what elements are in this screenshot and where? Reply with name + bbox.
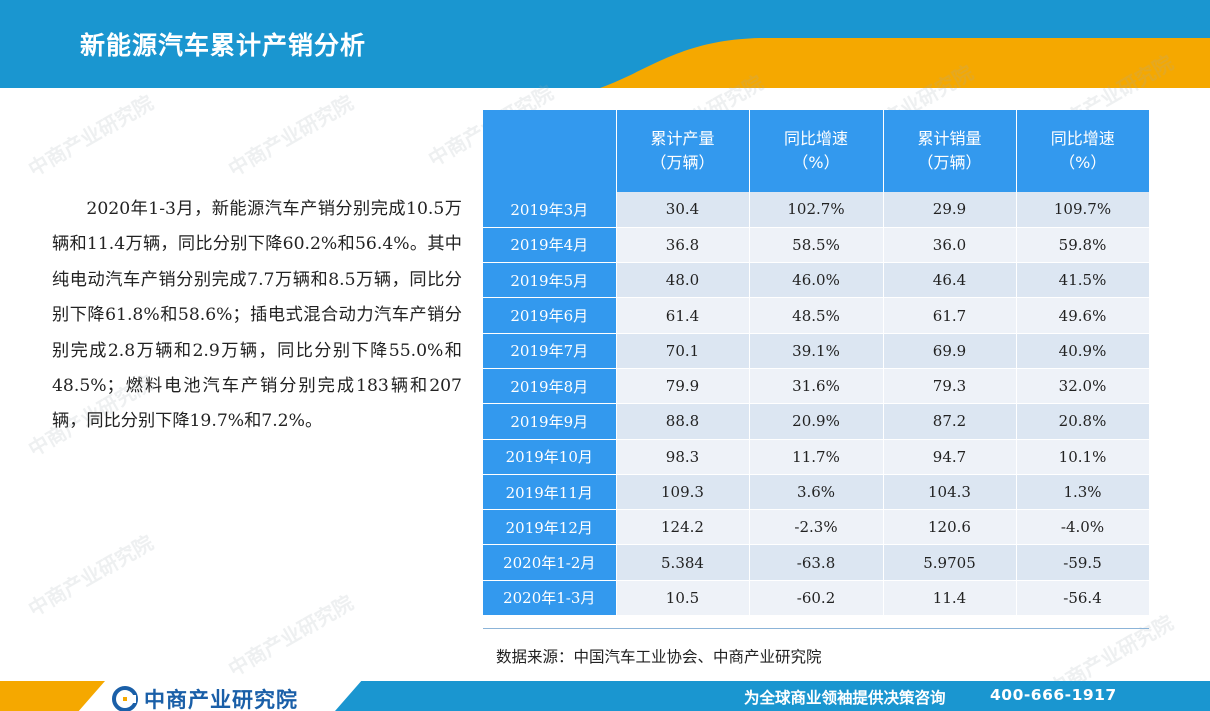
table-cell: 5.9705 [883,544,1017,581]
table-cell: -2.3% [749,509,884,546]
table-row: 2020年1-2月 5.384 -63.8 5.9705 -59.5 [483,544,1150,581]
table-cell: 30.4 [616,192,750,228]
table-cell: 29.9 [883,192,1017,228]
table-cell: 102.7% [749,192,884,228]
row-label: 2019年4月 [483,227,617,264]
table-cell: -56.4 [1016,580,1150,617]
table-header-cell: 同比增速 （%） [749,110,884,192]
table-cell: 87.2 [883,403,1017,440]
table-cell: -60.2 [749,580,884,617]
table-cell: 79.9 [616,368,750,405]
row-label: 2019年8月 [483,368,617,405]
table-cell: 10.1% [1016,439,1150,475]
table-header-cell: 累计销量 （万辆） [883,110,1017,192]
row-label: 2019年7月 [483,333,617,369]
table-cell: 5.384 [616,544,750,581]
table-cell: 3.6% [749,474,884,511]
table-cell: 46.0% [749,262,884,299]
table-row: 2019年9月 88.8 20.9% 87.2 20.8% [483,403,1150,440]
table-cell: 120.6 [883,509,1017,546]
footer-logo: 中商产业研究院 [112,684,298,711]
table-cell: -59.5 [1016,544,1150,581]
table-cell: 40.9% [1016,333,1150,369]
table-cell: 104.3 [883,474,1017,511]
table-row: 2019年7月 70.1 39.1% 69.9 40.9% [483,333,1150,369]
table-cell: 59.8% [1016,227,1150,264]
table-row: 2019年10月 98.3 11.7% 94.7 10.1% [483,439,1150,475]
table-cell: 88.8 [616,403,750,440]
data-source: 数据来源：中国汽车工业协会、中商产业研究院 [496,648,822,666]
table-header-corner [483,110,617,192]
row-label: 2019年12月 [483,509,617,546]
footer-phone: 400-666-1917 [990,686,1117,704]
footer-orange-tab [0,681,105,711]
table-row: 2019年3月 30.4 102.7% 29.9 109.7% [483,192,1150,228]
table-cell: 124.2 [616,509,750,546]
table-cell: 70.1 [616,333,750,369]
row-label: 2019年11月 [483,474,617,511]
watermark: 中商产业研究院 [24,530,158,622]
footer-blue-band [335,681,1210,711]
table-cell: 20.9% [749,403,884,440]
table-row: 2019年8月 79.9 31.6% 79.3 32.0% [483,368,1150,405]
table-cell: 31.6% [749,368,884,405]
table-cell: 109.7% [1016,192,1150,228]
table-cell: 20.8% [1016,403,1150,440]
table-cell: 48.0 [616,262,750,299]
table-cell: 49.6% [1016,297,1150,334]
page-title: 新能源汽车累计产销分析 [80,31,367,60]
table-header-cell: 累计产量 （万辆） [616,110,750,192]
table-cell: 69.9 [883,333,1017,369]
row-label: 2020年1-3月 [483,580,617,617]
table-cell: 11.4 [883,580,1017,617]
table-cell: 41.5% [1016,262,1150,299]
footer-bar: 中商产业研究院 为全球商业领袖提供决策咨询 400-666-1917 [0,681,1210,711]
watermark: 中商产业研究院 [24,90,158,182]
table-row: 2019年11月 109.3 3.6% 104.3 1.3% [483,474,1150,511]
table-cell: 109.3 [616,474,750,511]
header-banner: 新能源汽车累计产销分析 [0,0,1210,88]
table-cell: 32.0% [1016,368,1150,405]
table-cell: 58.5% [749,227,884,264]
table-cell: 39.1% [749,333,884,369]
table-cell: 46.4 [883,262,1017,299]
table-row: 2019年6月 61.4 48.5% 61.7 49.6% [483,297,1150,334]
row-label: 2019年6月 [483,297,617,334]
row-label: 2019年5月 [483,262,617,299]
watermark: 中商产业研究院 [224,590,358,682]
table-cell: 61.4 [616,297,750,334]
footer-logo-text: 中商产业研究院 [144,688,298,711]
table-cell: 36.0 [883,227,1017,264]
watermark: 中商产业研究院 [224,90,358,182]
table-row: 2019年12月 124.2 -2.3% 120.6 -4.0% [483,509,1150,546]
table-row: 2019年5月 48.0 46.0% 46.4 41.5% [483,262,1150,299]
table-cell: -63.8 [749,544,884,581]
table-cell: 98.3 [616,439,750,475]
source-divider [483,628,1149,629]
sales-table: 累计产量 （万辆） 同比增速 （%） 累计销量 （万辆） 同比增速 （%） 2019年3… [483,110,1150,617]
table-header-cell: 同比增速 （%） [1016,110,1149,192]
table-cell: 11.7% [749,439,884,475]
table-cell: 79.3 [883,368,1017,405]
table-cell: 1.3% [1016,474,1150,511]
summary-paragraph: 2020年1-3月，新能源汽车产销分别完成10.5万辆和11.4万辆，同比分别下… [52,199,462,432]
table-cell: 48.5% [749,297,884,334]
row-label: 2020年1-2月 [483,544,617,581]
table-header-row: 累计产量 （万辆） 同比增速 （%） 累计销量 （万辆） 同比增速 （%） [483,110,1149,192]
company-logo-icon [112,686,138,711]
row-label: 2019年9月 [483,403,617,440]
table-row: 2020年1-3月 10.5 -60.2 11.4 -56.4 [483,580,1150,617]
header-orange-wave [0,0,1210,88]
table-cell: 94.7 [883,439,1017,475]
table-cell: 10.5 [616,580,750,617]
footer-slogan: 为全球商业领袖提供决策咨询 [744,689,946,707]
row-label: 2019年10月 [483,439,617,475]
table-cell: 61.7 [883,297,1017,334]
row-label: 2019年3月 [483,192,617,228]
table-row: 2019年4月 36.8 58.5% 36.0 59.8% [483,227,1150,264]
table-cell: -4.0% [1016,509,1150,546]
table-cell: 36.8 [616,227,750,264]
